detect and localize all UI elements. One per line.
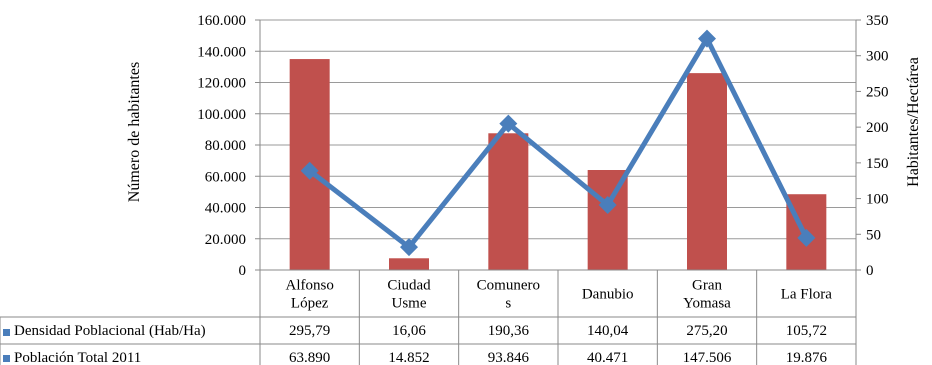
table-cell: 147.506: [683, 350, 732, 365]
y-right-tick-label: 200: [866, 120, 889, 136]
series-line: [308, 36, 809, 250]
table-cell: 40.471: [587, 350, 628, 365]
category-label: s: [505, 296, 511, 312]
line-point: [598, 196, 617, 214]
y-right-tick-label: 250: [866, 84, 889, 100]
category-label: Danubio: [582, 287, 634, 303]
category-label: Yomasa: [683, 296, 731, 312]
y-right-tick-label: 350: [866, 13, 889, 29]
category-label: Usme: [392, 296, 427, 312]
category-label: Alfonso: [285, 278, 333, 294]
axes: 0 20.000 40.000 60.000 80.000 100.000 120.000 1…: [197, 13, 888, 279]
y-left-tick-label: 20.000: [205, 232, 246, 248]
data-table: Alfonso López Ciudad Usme Comunero s Danubio Gr…: [0, 269, 857, 365]
table-cell: 14.852: [388, 350, 429, 365]
table-cell: 275,20: [686, 323, 727, 339]
y-left-tick-label: 60.000: [205, 169, 246, 185]
table-cell: 19.876: [786, 350, 828, 365]
line-point: [797, 228, 816, 247]
category-label: Ciudad: [387, 278, 431, 294]
y-right-tick-label: 0: [866, 263, 874, 279]
category-label: Gran: [692, 278, 722, 294]
y-right-tick-label: 150: [866, 156, 889, 172]
table-cell: 93.846: [488, 350, 530, 365]
y-left-axis-title: Número de habitantes: [126, 62, 143, 202]
y-left-tick-label: 80.000: [205, 138, 246, 154]
legend-key: [3, 355, 10, 362]
y-left-tick-label: 160.000: [197, 13, 246, 29]
y-right-tick-label: 100: [866, 192, 889, 208]
y-left-tick-label: 100.000: [197, 107, 246, 123]
gridlines: [260, 19, 856, 271]
line-point: [499, 114, 518, 133]
table-cell: 16,06: [392, 323, 426, 339]
bar: [488, 133, 529, 270]
y-left-tick-label: 120.000: [197, 76, 246, 92]
table-cell: 190,36: [488, 323, 530, 339]
category-label: López: [291, 296, 329, 312]
line-point: [698, 29, 716, 48]
category-label: La Flora: [781, 287, 833, 303]
category-label: Comunero: [477, 278, 540, 294]
y-right-tick-label: 50: [866, 227, 881, 243]
table-row-label: Densidad Poblacional (Hab/Ha): [14, 323, 206, 339]
line-point: [300, 161, 319, 180]
table-cell: 63.890: [289, 350, 330, 365]
y-right-axis-title: Habitantes/Hectárea: [905, 57, 922, 187]
table-row-label: Población Total 2011: [14, 350, 141, 365]
line-point: [400, 238, 418, 257]
line-series: [300, 29, 816, 257]
table-cell: 295,79: [289, 323, 330, 339]
y-right-tick-label: 300: [866, 49, 889, 65]
table-cell: 140,04: [587, 323, 629, 339]
bar: [687, 73, 727, 270]
table-cell: 105,72: [786, 323, 827, 339]
bar: [389, 258, 429, 270]
legend-key: [3, 329, 10, 336]
y-left-tick-label: 40.000: [205, 201, 246, 217]
y-left-tick-label: 140.000: [197, 44, 246, 60]
y-left-tick-label: 0: [239, 263, 247, 279]
